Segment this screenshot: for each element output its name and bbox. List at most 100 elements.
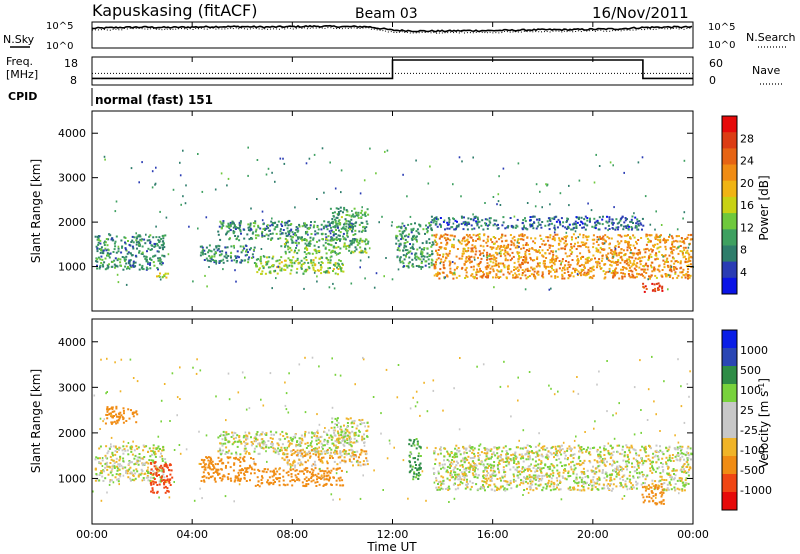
range-cell [271, 223, 274, 226]
range-cell [447, 217, 450, 220]
range-cell [232, 469, 235, 472]
range-cell [435, 249, 438, 252]
range-cell [117, 473, 120, 476]
scatter-cell [641, 156, 644, 159]
range-cell [415, 447, 418, 450]
range-cell [333, 246, 336, 249]
range-cell [255, 237, 258, 240]
range-cell [156, 484, 159, 486]
range-cell [643, 265, 646, 268]
range-cell [333, 245, 335, 248]
nave-label: Nave [752, 64, 780, 77]
range-cell [557, 248, 560, 251]
range-cell [685, 265, 688, 268]
range-cell [564, 464, 567, 467]
range-cell [160, 238, 163, 240]
range-cell [629, 260, 632, 263]
range-cell [470, 260, 473, 263]
range-cell [469, 457, 472, 460]
range-cell [596, 236, 599, 238]
range-cell [305, 246, 308, 249]
range-cell [607, 224, 610, 227]
range-cell [213, 261, 216, 264]
range-cell [155, 448, 158, 450]
range-cell [209, 467, 212, 470]
range-cell [564, 477, 567, 480]
range-cell [495, 240, 498, 243]
range-cell [340, 216, 343, 219]
range-cell [651, 249, 654, 252]
range-cell [404, 242, 407, 244]
range-cell [682, 268, 685, 271]
range-cell [331, 218, 334, 220]
range-cell [437, 470, 440, 473]
range-cell [307, 244, 310, 247]
range-cell [319, 264, 322, 266]
range-cell [690, 256, 693, 259]
range-cell [456, 266, 459, 268]
scatter-cell [452, 183, 454, 186]
range-cell [490, 254, 493, 257]
range-cell [219, 220, 222, 223]
range-cell [475, 250, 478, 253]
scatter-cell [669, 233, 671, 236]
range-cell [336, 440, 338, 443]
range-cell [561, 258, 564, 261]
range-cell [351, 214, 354, 217]
scatter-cell [351, 210, 353, 212]
range-cell [646, 264, 649, 267]
range-cell [122, 407, 125, 410]
range-cell [234, 226, 237, 229]
range-cell [633, 267, 636, 270]
range-cell [445, 257, 447, 260]
range-cell [149, 476, 152, 479]
range-cell [157, 239, 160, 242]
range-cell [348, 449, 351, 452]
scatter-cell [262, 255, 265, 257]
range-cell [162, 470, 165, 473]
range-cell [349, 242, 352, 245]
range-cell [210, 461, 213, 464]
range-cell [446, 253, 449, 256]
range-cell [319, 470, 322, 473]
range-cell [141, 245, 144, 248]
range-cell [279, 269, 282, 272]
range-cell [586, 224, 589, 227]
range-cell [113, 465, 116, 468]
range-cell [478, 233, 481, 236]
range-cell [556, 469, 559, 472]
range-cell [619, 485, 622, 488]
range-cell [396, 256, 399, 259]
range-cell [505, 239, 508, 242]
range-cell [500, 479, 502, 482]
range-cell [203, 479, 205, 482]
range-cell [516, 218, 519, 221]
scatter-cell [328, 286, 331, 289]
range-cell [270, 442, 273, 445]
range-cell [161, 455, 163, 458]
scatter-cell [265, 173, 268, 176]
range-cell [584, 258, 587, 261]
range-cell [425, 227, 428, 230]
range-cell [288, 229, 291, 232]
range-cell [516, 266, 519, 269]
range-cell [628, 241, 630, 244]
range-cell [307, 479, 310, 482]
range-cell [96, 247, 99, 250]
range-cell [504, 259, 507, 262]
range-cell [644, 251, 647, 254]
range-cell [438, 237, 441, 240]
range-cell [544, 252, 547, 255]
range-cell [243, 477, 246, 479]
range-cell [208, 249, 210, 252]
range-cell [513, 266, 516, 269]
range-cell [335, 223, 338, 226]
range-cell [302, 272, 305, 275]
range-cell [640, 268, 643, 271]
scatter-cell [283, 162, 286, 165]
range-cell [531, 458, 534, 461]
range-cell [217, 450, 220, 453]
range-cell [436, 242, 439, 245]
range-cell [402, 262, 405, 265]
range-cell [160, 263, 163, 266]
